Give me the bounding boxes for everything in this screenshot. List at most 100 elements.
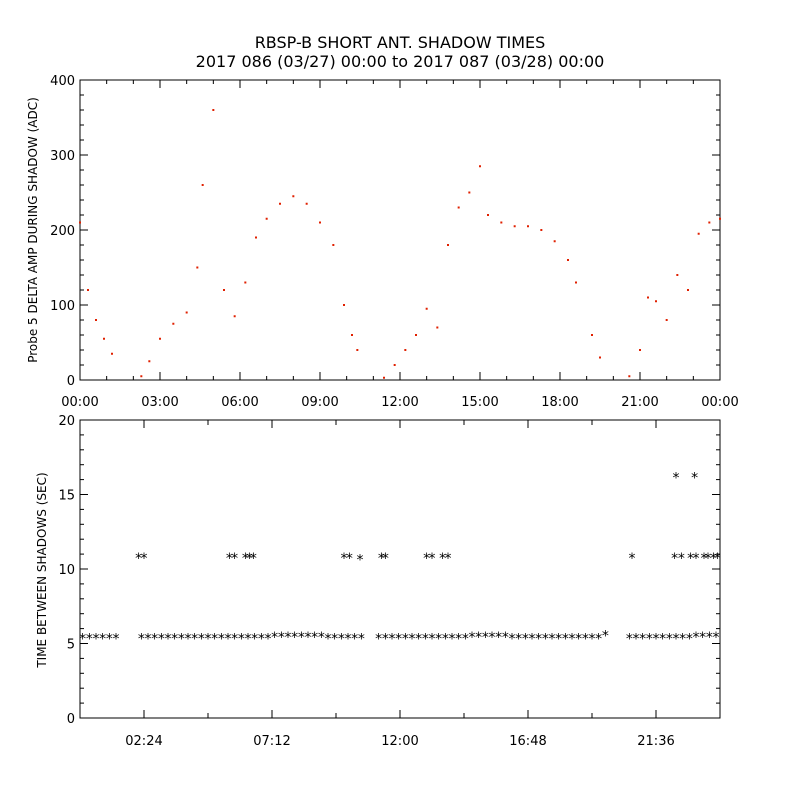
- asterisk-marker: *: [495, 630, 502, 646]
- data-point: [655, 300, 657, 303]
- asterisk-marker: *: [646, 632, 653, 648]
- panel2-frame: [79, 419, 721, 719]
- asterisk-marker: *: [449, 632, 456, 648]
- panel1-x-tick-label: 15:00: [461, 395, 498, 410]
- panel2-y-axis-label: TIME BETWEEN SHADOWS (SEC): [35, 472, 49, 668]
- data-point: [185, 311, 188, 314]
- asterisk-marker: *: [509, 632, 516, 648]
- chart-title: RBSP-B SHORT ANT. SHADOW TIMES: [255, 33, 546, 52]
- data-point: [599, 356, 601, 359]
- data-point: [436, 326, 439, 329]
- asterisk-marker: *: [198, 632, 205, 648]
- asterisk-marker: *: [218, 632, 225, 648]
- asterisk-marker: *: [626, 632, 633, 648]
- asterisk-marker: *: [629, 551, 636, 567]
- asterisk-marker: *: [673, 632, 680, 648]
- asterisk-marker: *: [691, 471, 698, 487]
- data-point: [500, 221, 503, 224]
- data-point: [425, 307, 428, 310]
- asterisk-marker: *: [226, 551, 233, 567]
- asterisk-marker: *: [455, 632, 462, 648]
- asterisk-marker: *: [382, 551, 389, 567]
- asterisk-marker: *: [250, 551, 257, 567]
- asterisk-marker: *: [549, 632, 556, 648]
- data-point: [404, 349, 407, 351]
- asterisk-marker: *: [423, 551, 430, 567]
- asterisk-marker: *: [529, 632, 536, 648]
- data-point: [332, 244, 335, 246]
- asterisk-marker: *: [395, 632, 402, 648]
- asterisk-marker: *: [673, 471, 680, 487]
- panel2-x-tick-label: 12:00: [381, 734, 418, 749]
- asterisk-marker: *: [679, 632, 686, 648]
- asterisk-marker: *: [298, 630, 305, 646]
- asterisk-marker: *: [462, 632, 469, 648]
- panel2-x-tick-label: 21:36: [637, 734, 674, 749]
- asterisk-marker: *: [135, 551, 142, 567]
- asterisk-marker: *: [687, 551, 694, 567]
- asterisk-marker: *: [285, 630, 292, 646]
- data-point: [540, 229, 543, 231]
- data-point: [553, 240, 556, 243]
- data-point: [111, 352, 113, 355]
- asterisk-marker: *: [422, 632, 429, 648]
- asterisk-marker: *: [141, 551, 148, 567]
- panel1-x-tick-label: 21:00: [621, 395, 658, 410]
- asterisk-marker: *: [113, 632, 120, 648]
- panel1-y-tick-label: 400: [50, 74, 75, 89]
- asterisk-marker: *: [378, 551, 385, 567]
- data-point: [343, 304, 345, 306]
- asterisk-marker: *: [231, 632, 238, 648]
- asterisk-marker: *: [402, 632, 409, 648]
- asterisk-marker: *: [445, 551, 452, 567]
- asterisk-marker: *: [639, 632, 646, 648]
- data-point: [140, 375, 143, 378]
- data-point: [103, 337, 105, 340]
- asterisk-marker: *: [251, 632, 258, 648]
- data-point: [201, 184, 204, 186]
- panel2-y-tick-label: 0: [67, 712, 75, 727]
- asterisk-marker: *: [185, 632, 192, 648]
- asterisk-marker: *: [633, 632, 640, 648]
- data-point: [223, 289, 225, 291]
- data-point: [244, 281, 247, 284]
- asterisk-marker: *: [489, 630, 496, 646]
- data-point: [487, 214, 489, 216]
- asterisk-marker: *: [429, 632, 436, 648]
- panel1-x-tick-label: 00:00: [61, 395, 98, 410]
- panel1-y-tick-label: 100: [50, 299, 75, 314]
- data-point: [415, 334, 417, 336]
- data-point: [457, 206, 460, 209]
- data-point: [639, 349, 641, 351]
- asterisk-marker: *: [278, 630, 285, 646]
- data-point: [95, 319, 97, 321]
- panel2-x-tick-label: 07:12: [253, 734, 290, 749]
- data-point: [159, 337, 161, 340]
- panel2-x-tick-label: 02:24: [125, 734, 162, 749]
- asterisk-marker: *: [351, 632, 358, 648]
- data-point: [567, 259, 569, 261]
- data-point: [265, 217, 268, 220]
- panel-time-between-shadows: * * * * * * * * * * * * * * * * * * * * * * * * * * * * * * * * * * * * * * * *…: [35, 414, 721, 749]
- data-point: [687, 289, 689, 291]
- asterisk-marker: *: [258, 632, 265, 648]
- data-point: [148, 360, 151, 363]
- asterisk-marker: *: [106, 632, 113, 648]
- asterisk-marker: *: [439, 551, 446, 567]
- data-point: [665, 319, 668, 321]
- data-point: [292, 195, 295, 198]
- data-point: [212, 109, 215, 111]
- data-point: [697, 232, 700, 235]
- asterisk-marker: *: [409, 632, 416, 648]
- data-point: [79, 221, 81, 224]
- asterisk-marker: *: [442, 632, 449, 648]
- asterisk-marker: *: [595, 632, 602, 648]
- asterisk-marker: *: [265, 632, 272, 648]
- data-point: [172, 322, 175, 325]
- data-point: [527, 225, 529, 228]
- asterisk-marker: *: [93, 632, 100, 648]
- asterisk-marker: *: [710, 551, 717, 567]
- panel1-y-tick-label: 200: [50, 224, 75, 239]
